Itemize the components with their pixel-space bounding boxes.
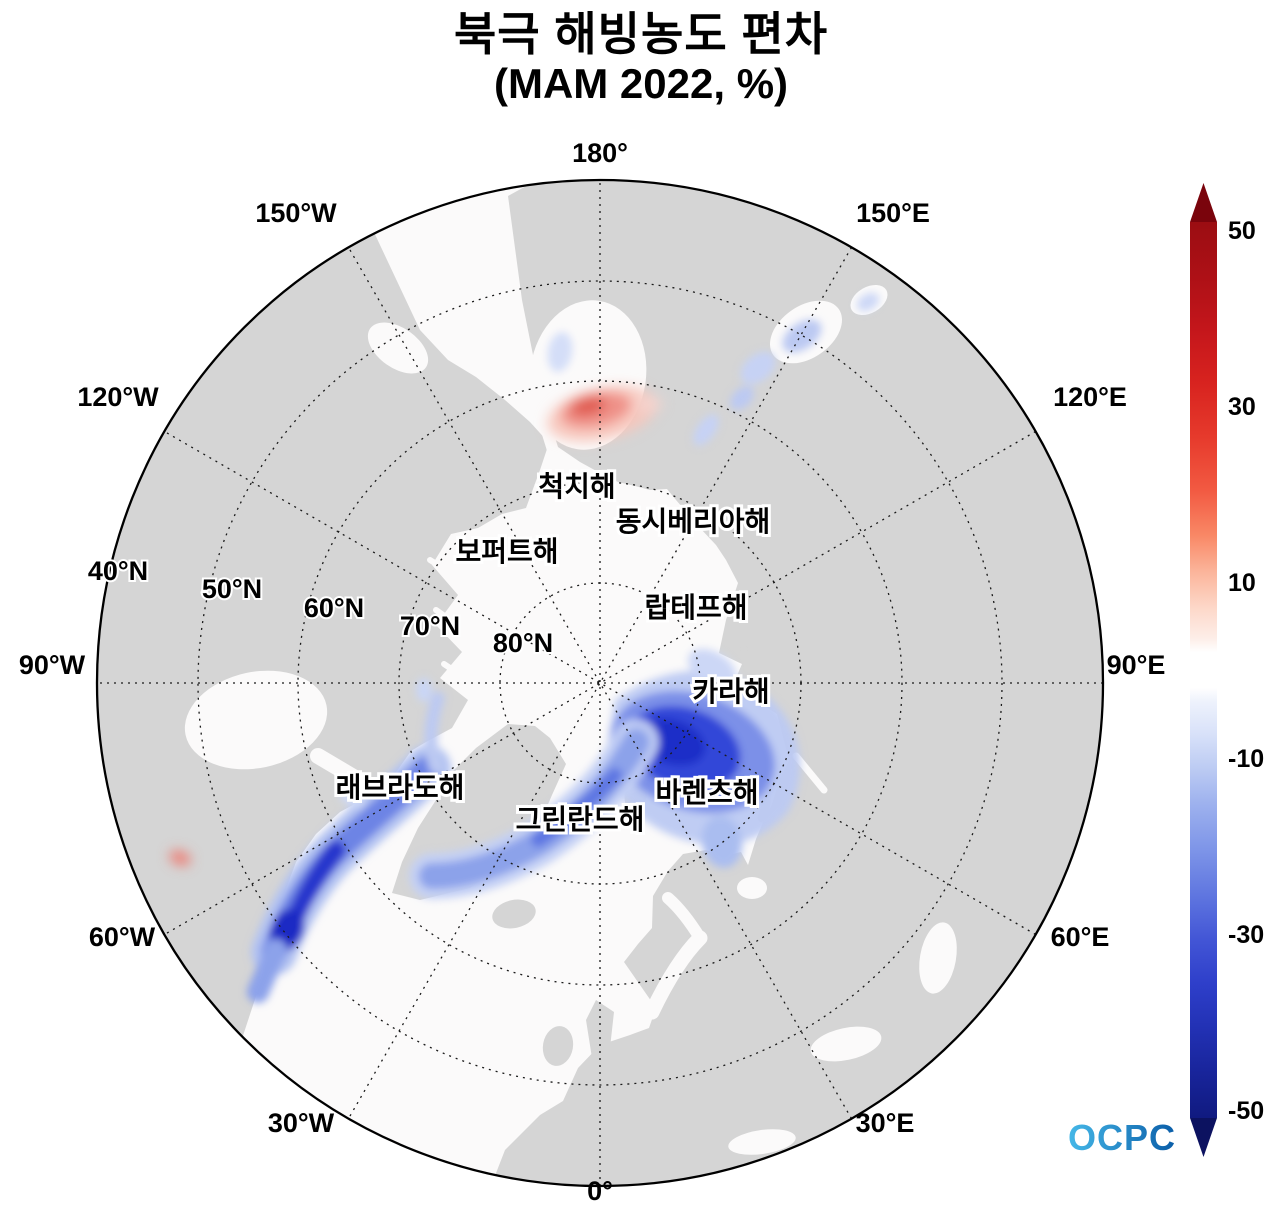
lon-label-30e: 30°E [856, 1108, 915, 1138]
severnaya-zemlya-islet [731, 632, 743, 644]
caspian-sea-cutout [919, 922, 957, 994]
lat-label-60n: 60°N [304, 593, 364, 623]
lon-label-0: 0° [587, 1176, 613, 1206]
colorbar-tick-m50: -50 [1228, 1097, 1264, 1125]
gulf-of-alaska-cutout [367, 322, 429, 374]
colorbar-tick-m30: -30 [1228, 921, 1264, 949]
white-sea-cutout [737, 877, 767, 899]
colorbar-tick-m10: -10 [1228, 745, 1264, 773]
great-britain-island [586, 1000, 626, 1092]
latitude-labels: 40°N 50°N 60°N 70°N 80°N [86, 554, 555, 660]
colorbar-tick-50: 50 [1228, 217, 1256, 245]
lon-label-120e: 120°E [1053, 382, 1127, 412]
sea-label-chukchi: 척치해 [538, 471, 615, 502]
sea-label-barents: 바렌츠해 [655, 777, 758, 808]
lon-label-150e: 150°E [856, 198, 930, 228]
gulf-of-bothnia-cutout [662, 892, 706, 944]
lon-label-180: 180° [572, 138, 628, 168]
east-siberian-coast-anomaly [730, 386, 754, 410]
lat-label-70n: 70°N [400, 611, 460, 641]
okhotsk-anomaly [782, 319, 822, 353]
sea-label-kara: 카라해 [692, 676, 769, 707]
ob-gulf-cutout [792, 752, 828, 794]
north-america-landmass [97, 180, 549, 1186]
lon-label-60w: 60°W [89, 922, 156, 952]
colorbar-tick-10: 10 [1228, 569, 1256, 597]
iceland-island [492, 899, 536, 929]
chukchi-anomaly-faint [634, 397, 662, 411]
colorbar-body [1190, 222, 1217, 1118]
st-lawrence-anomaly [169, 850, 191, 866]
barents-south-anomaly [701, 816, 743, 868]
colorbar: 50 30 10 -10 -30 -50 [1190, 183, 1264, 1157]
sea-label-greenland-sea: 그린란드해 [516, 804, 645, 835]
negative-anomaly-layer [247, 292, 880, 1003]
longitude-labels: 180° 150°W 150°E 120°W 120°E 90°W 90°E 6… [19, 138, 1166, 1206]
positive-anomaly-layer [169, 386, 662, 866]
arctic-archipelago-channel [441, 661, 489, 695]
lat-label-80n: 80°N [493, 628, 553, 658]
bering-strait-cutout [519, 355, 557, 455]
map-body [97, 180, 1103, 1186]
baffin-bay-anomaly-spot [416, 678, 432, 702]
arctic-archipelago-channel [427, 557, 473, 588]
chukchi-anomaly-core [570, 396, 606, 416]
kara-anomaly [688, 649, 736, 687]
colorbar-bottom-arrow [1190, 1118, 1217, 1157]
lat-label-50n: 50°N [202, 574, 262, 604]
hudson-strait-cutout [310, 748, 380, 796]
black-sea-cutout [810, 1026, 882, 1062]
arctic-archipelago-channel [433, 607, 481, 643]
colorbar-tick-30: 30 [1228, 393, 1256, 421]
sea-label-east-siberian: 동시베리아해 [616, 506, 771, 537]
hudson-strait-anomaly [339, 788, 365, 808]
sea-label-beaufort: 보퍼트해 [455, 536, 558, 567]
ocpc-logo: OCPC [1068, 1117, 1176, 1158]
baltic-sea-cutout [644, 930, 708, 1020]
lon-label-60e: 60°E [1051, 922, 1110, 952]
colorbar-top-arrow [1190, 183, 1217, 222]
mediterranean-cutout [728, 1129, 796, 1155]
graticule-layer [97, 180, 1103, 1186]
lon-label-90w: 90°W [19, 650, 86, 680]
sea-label-labrador: 래브라도해 [336, 772, 465, 803]
ireland-island [542, 1026, 574, 1066]
hudson-bay-cutout [184, 670, 328, 770]
okhotsk-anomaly [856, 292, 880, 312]
colorbar-tick-labels: 50 30 10 -10 -30 -50 [1228, 217, 1264, 1125]
bering-anomaly-faint [547, 332, 573, 372]
baffin-bay-anomaly [424, 691, 445, 775]
lon-label-120w: 120°W [77, 382, 159, 412]
eurasia-landmass [470, 180, 1103, 1186]
latitude-ring-50n [197, 280, 1003, 1086]
greenland-sea-anomaly-core [531, 768, 622, 847]
lon-label-90e: 90°E [1107, 650, 1166, 680]
east-siberian-coast-anomaly [693, 414, 719, 446]
map-boundary-circle [95, 178, 1105, 1188]
lon-label-150w: 150°W [255, 198, 337, 228]
labrador-anomaly-tail [247, 939, 287, 1003]
lat-label-40n: 40°N [88, 556, 148, 586]
severnaya-zemlya-islet [740, 646, 748, 654]
lon-label-30w: 30°W [268, 1108, 335, 1138]
okhotsk-anomaly [740, 351, 776, 385]
sea-label-laptev: 랍테프해 [644, 592, 747, 623]
sea-labels: 척치해 동시베리아해 보퍼트해 랍테프해 카라해 바렌츠해 그린란드해 래브라도… [333, 468, 774, 838]
